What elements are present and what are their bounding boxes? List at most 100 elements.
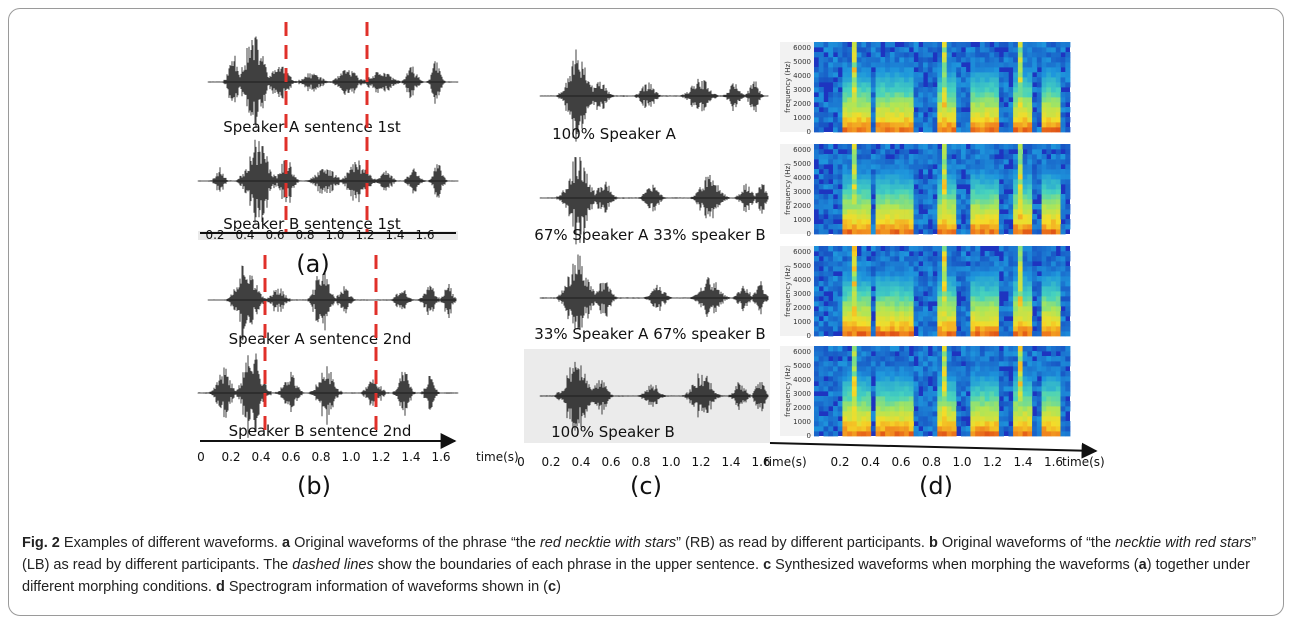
spectrogram-cell — [885, 214, 891, 220]
spectrogram-cell — [851, 67, 857, 73]
spectrogram-cell — [856, 224, 862, 230]
spectrogram-cell — [851, 296, 857, 302]
spectrogram-cell — [875, 381, 881, 387]
spectrogram-cell — [1055, 326, 1061, 332]
spectrogram-cell — [951, 361, 957, 367]
spectrogram-cell — [1027, 174, 1033, 180]
spectrogram-cell — [814, 82, 820, 88]
spectrogram-cell — [1036, 251, 1042, 257]
spectrogram-cell — [918, 77, 924, 83]
spectrogram-cell — [942, 122, 948, 128]
spectrogram-cell — [984, 92, 990, 98]
spectrogram-cell — [899, 204, 905, 210]
spectrogram-cell — [1027, 281, 1033, 287]
spectrogram-cell — [984, 82, 990, 88]
spectrogram-cell — [823, 381, 829, 387]
spectrogram-cell — [975, 174, 981, 180]
spectrogram-cell — [908, 411, 914, 417]
spectrogram-cell — [1008, 47, 1014, 53]
spectrogram-cell — [1032, 184, 1038, 190]
spectrogram-cell — [979, 261, 985, 267]
spectrogram-cell — [828, 199, 834, 205]
spectrogram-cell — [1060, 331, 1066, 337]
spectrogram-cell — [908, 219, 914, 225]
spectrogram-cell — [837, 82, 843, 88]
spectrogram-cell — [1003, 224, 1009, 230]
spectrogram-cell — [875, 209, 881, 215]
spectrogram-cell — [851, 87, 857, 93]
spectrogram-cell — [904, 246, 910, 252]
spectrogram-cell — [870, 184, 876, 190]
spectrogram-cell — [923, 256, 929, 262]
spectrogram-cell — [894, 164, 900, 170]
spectrogram-cell — [1008, 431, 1014, 437]
spectrogram-cell — [1027, 164, 1033, 170]
spectrogram-cell — [1046, 67, 1052, 73]
spectrogram-cell — [1046, 164, 1052, 170]
spectrogram-cell — [856, 52, 862, 58]
frequency-axis-label: frequency (Hz) — [784, 265, 792, 317]
spectrogram-cell — [1022, 256, 1028, 262]
spectrogram-cell — [1065, 149, 1071, 155]
spectrogram-cell — [1013, 224, 1019, 230]
spectrogram-cell — [833, 122, 839, 128]
spectrogram-cell — [942, 112, 948, 118]
spectrogram-cell — [927, 276, 933, 282]
spectrogram-cell — [1008, 321, 1014, 327]
spectrogram-cell — [942, 351, 948, 357]
spectrogram-cell — [908, 154, 914, 160]
spectrogram-cell — [913, 189, 919, 195]
spectrogram-cell — [946, 57, 952, 63]
spectrogram-cell — [1003, 184, 1009, 190]
spectrogram-cell — [984, 426, 990, 432]
spectrogram-cell — [961, 426, 967, 432]
spectrogram-cell — [1041, 371, 1047, 377]
spectrogram-cell — [851, 189, 857, 195]
spectrogram-cell — [847, 67, 853, 73]
spectrogram-cell — [989, 199, 995, 205]
spectrogram-cell — [866, 431, 872, 437]
spectrogram-cell — [1022, 431, 1028, 437]
spectrogram-cell — [923, 376, 929, 382]
spectrogram-cell — [989, 159, 995, 165]
spectrogram-cell — [833, 224, 839, 230]
spectrogram-cell — [889, 127, 895, 133]
spectrogram-cell — [842, 164, 848, 170]
spectrogram-cell — [942, 396, 948, 402]
spectrogram-cell — [833, 406, 839, 412]
spectrogram-cell — [823, 159, 829, 165]
spectrogram-cell — [1041, 154, 1047, 160]
spectrogram-cell — [970, 356, 976, 362]
spectrogram-cell — [828, 301, 834, 307]
spectrogram-cell — [1051, 189, 1057, 195]
spectrogram-cell — [975, 296, 981, 302]
spectrogram-cell — [984, 296, 990, 302]
spectrogram-cell — [932, 199, 938, 205]
spectrogram-cell — [875, 92, 881, 98]
frequency-tick-label: 5000 — [793, 58, 811, 66]
spectrogram-cell — [1060, 396, 1066, 402]
spectrogram-cell — [942, 256, 948, 262]
spectrogram-cell — [965, 122, 971, 128]
spectrogram-cell — [1032, 271, 1038, 277]
spectrogram-cell — [842, 346, 848, 352]
spectrogram-cell — [889, 371, 895, 377]
spectrogram-cell — [994, 179, 1000, 185]
spectrogram-cell — [923, 122, 929, 128]
spectrogram-cell — [942, 77, 948, 83]
spectrogram-cell — [908, 371, 914, 377]
spectrogram-cell — [1055, 219, 1061, 225]
spectrogram-cell — [1065, 426, 1071, 432]
spectrogram-cell — [975, 87, 981, 93]
spectrogram-cell — [1036, 306, 1042, 312]
spectrogram-cell — [828, 351, 834, 357]
spectrogram-cell — [1060, 266, 1066, 272]
spectrogram-cell — [1027, 189, 1033, 195]
spectrogram-cell — [1017, 77, 1023, 83]
spectrogram-cell — [1003, 92, 1009, 98]
spectrogram-cell — [866, 251, 872, 257]
spectrogram-cell — [1036, 396, 1042, 402]
spectrogram-cell — [823, 321, 829, 327]
spectrogram-cell — [1013, 416, 1019, 422]
spectrogram-cell — [979, 296, 985, 302]
